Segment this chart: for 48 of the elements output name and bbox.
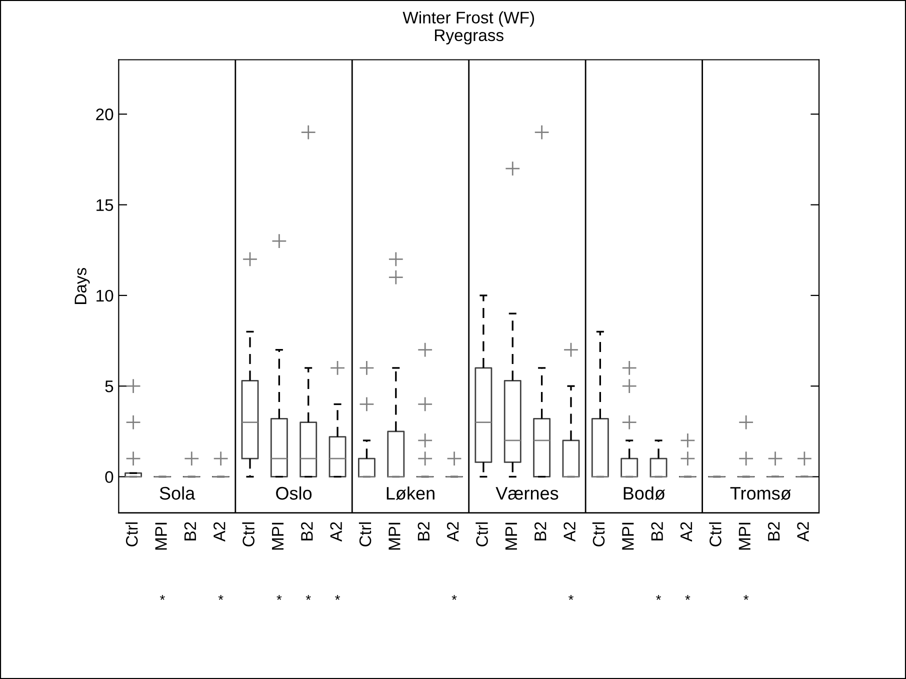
y-tick-label: 5 [105,380,114,392]
x-tick-label: B2 [534,522,546,540]
annotation: Bodø [624,486,666,500]
annotation: Oslo [276,486,312,500]
x-tick-label: MPI [272,522,284,550]
y-axis-title: Days [74,268,90,304]
y-tick-label: 15 [96,199,114,211]
chart-title: Winter Frost (WF) [402,11,534,27]
x-tick-label: A2 [330,522,342,542]
x-tick-label: B2 [301,522,313,540]
text: * [306,594,311,600]
x-tick-label: Ctrl [358,522,372,546]
x-tick-label: Ctrl [592,522,605,546]
x-tick-label: A2 [680,522,692,542]
text: * [685,594,690,600]
x-tick-label: A2 [213,522,226,542]
annotation: Løken [386,486,434,500]
x-tick-label: A2 [797,522,809,542]
annotation: Sola [160,486,196,500]
text: * [744,594,749,600]
x-tick-label: Ctrl [126,522,138,546]
x-tick-label: Ctrl [709,522,722,546]
x-tick-label: B2 [651,522,663,540]
x-tick-label: Ctrl [242,522,254,546]
x-tick-label: A2 [564,522,576,542]
x-tick-label: MPI [505,522,517,550]
x-tick-label: MPI [622,522,634,550]
x-tick-label: B2 [418,522,430,540]
chart-subtitle: Ryegrass [435,30,504,44]
text: * [568,594,574,600]
annotation: Tromsø [730,487,792,500]
x-tick-label: MPI [738,522,750,550]
y-tick-label: 10 [96,290,114,302]
x-tick-label: Ctrl [476,522,488,546]
y-tick-label: 20 [96,108,114,120]
x-tick-label: MPI [388,522,400,550]
x-tick-label: B2 [768,522,780,540]
x-tick-label: B2 [184,522,196,540]
x-tick-label: MPI [155,522,167,550]
text: * [160,594,165,600]
annotation: Værnes [496,487,558,500]
text: * [276,594,282,600]
text: * [452,594,457,600]
y-tick-label: 0 [105,471,114,483]
text: * [335,594,340,600]
x-tick-label: A2 [446,522,459,542]
text: * [656,594,662,600]
text: * [218,594,224,600]
